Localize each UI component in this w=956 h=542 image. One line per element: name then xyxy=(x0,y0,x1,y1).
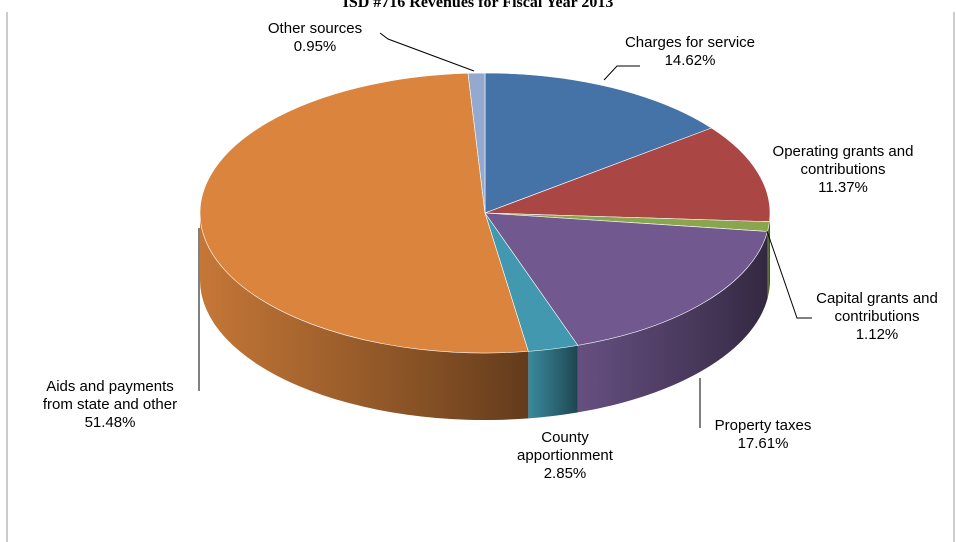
pie-sides xyxy=(200,213,770,421)
leader-line xyxy=(603,65,640,81)
leader-lines xyxy=(198,32,812,428)
slice-label: Operating grants and contributions 11.37% xyxy=(773,143,914,196)
slice-labels: Charges for service 14.62% Operating grant… xyxy=(43,20,938,482)
slice-label: County apportionment 2.85% xyxy=(517,429,614,482)
slice-side-shade-3 xyxy=(577,231,768,413)
pie-slice xyxy=(484,72,713,214)
chart-title: ISD #716 Revenues for Fiscal Year 2013 xyxy=(343,0,614,11)
pie-slices xyxy=(199,72,771,354)
slice-side-shade-5 xyxy=(200,213,529,421)
pie-slice xyxy=(484,212,768,346)
slice-label: Other sources 0.95% xyxy=(268,20,362,55)
leader-line xyxy=(379,32,475,72)
slice-label: Aids and payments from state and other 51.… xyxy=(43,378,177,431)
slice-label: Capital grants and contributions 1.12% xyxy=(816,290,938,343)
slice-side-shade-1 xyxy=(769,213,770,289)
slice-label: Property taxes 17.61% xyxy=(715,417,812,452)
slice-side-shade-2 xyxy=(767,221,770,299)
pie-slice xyxy=(484,127,771,223)
pie-slice xyxy=(467,72,486,214)
slice-side-shade-4 xyxy=(528,345,578,419)
slice-label: Charges for service 14.62% xyxy=(625,34,755,69)
leader-line xyxy=(766,230,812,319)
pie-slice xyxy=(199,72,529,354)
